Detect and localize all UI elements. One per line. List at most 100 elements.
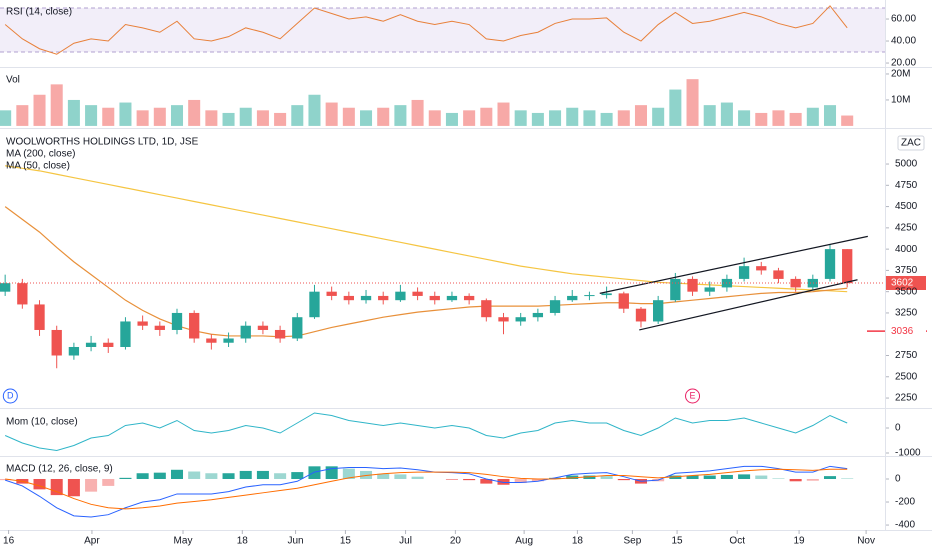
volume-bar [841,115,854,126]
macd-histogram [222,473,235,479]
candle-body [463,295,475,301]
candle-body [653,300,664,322]
macd-line [5,468,848,510]
x-tick-label: May [174,536,193,547]
macd-histogram [669,475,682,479]
candle-body [360,295,372,301]
volume-bar [755,112,768,126]
candle-body [395,291,406,301]
macd-histogram [274,473,287,479]
y-tick-label: 2500 [895,371,918,382]
macd-histogram [205,473,218,479]
candle-body [429,295,440,301]
volume-bar [583,110,596,126]
moving-average [5,165,848,293]
candle-body [756,266,767,271]
y-tick-label: 5000 [895,159,918,170]
y-tick-label: 60.00 [891,14,916,25]
x-tick-label: Jun [288,536,304,547]
volume-bar [497,102,510,126]
macd-histogram [170,469,184,479]
volume-bar [256,110,269,126]
volume-bar [480,107,493,126]
event-label: D [7,390,14,400]
macd-histogram [514,478,527,484]
candle-body [137,321,148,326]
trend-line [599,235,868,294]
macd-histogram [617,478,630,481]
volume-bar [394,105,407,126]
macd-histogram [806,478,819,481]
candle-body [773,270,784,279]
panel-title: Mom (10, close) [6,417,78,428]
macd-histogram [600,476,613,479]
volume-bar [652,107,665,126]
macd-histogram [823,476,837,479]
x-tick-label: Sep [623,536,641,547]
volume-bar [514,110,527,126]
candle-body [17,283,28,305]
panel-title: RSI (14, close) [6,7,72,18]
y-tick-label: 0 [895,474,901,485]
candle-body [68,346,80,356]
volume-bar [170,105,184,126]
candle-body [34,304,45,330]
macd-histogram [153,472,166,479]
candle-body [189,312,200,339]
y-tick-label: -200 [895,497,915,508]
macd-histogram [239,470,252,479]
volume-bar [188,99,201,126]
volume-bar [789,112,802,126]
legend-label: MA (50, close) [6,161,70,172]
macd-histogram [50,478,63,496]
macd-histogram [463,478,476,481]
macd-histogram [411,476,424,479]
volume-bar [720,102,733,126]
y-tick-label: 4250 [895,222,918,233]
candle-body [206,338,217,343]
volume-bar [360,110,373,126]
candle-body [498,317,509,322]
macd-histogram [85,478,98,492]
volume-bar [669,89,682,126]
alert-label: 3036 [891,326,914,337]
macd-histogram [360,470,373,479]
macd-histogram [738,474,751,479]
volume-bar [463,110,476,126]
volume-bar [33,94,46,126]
x-tick-label: Nov [857,536,875,547]
event-marker [2,388,18,404]
indicator-line [4,5,848,55]
macd-histogram [720,474,733,479]
macd-histogram [136,473,149,479]
volume-bar [119,102,132,126]
volume-bar [67,99,80,126]
x-tick-label: Aug [515,536,533,547]
candle-body [85,342,97,347]
candle-body [670,278,681,301]
macd-histogram [377,473,390,479]
macd-histogram [531,478,544,482]
volume-bar [823,105,837,126]
moving-average [4,206,848,338]
macd-histogram [445,478,458,480]
macd-histogram [772,478,785,479]
y-tick-label: 20M [891,69,910,80]
volume-bar [411,99,424,126]
macd-histogram [686,475,699,479]
volume-bar [566,107,579,126]
macd-line [4,465,848,518]
candle-body [567,295,578,301]
trend-line [639,279,858,331]
indicator-line [4,412,848,452]
macd-histogram [33,478,46,490]
macd-histogram [256,470,269,479]
volume-bar [308,94,321,126]
volume-bar [102,107,115,126]
macd-histogram [188,471,201,479]
candle-body [0,283,11,292]
candle-body [532,312,544,318]
y-tick-label: 10M [891,95,910,106]
x-tick-label: Oct [729,536,745,547]
